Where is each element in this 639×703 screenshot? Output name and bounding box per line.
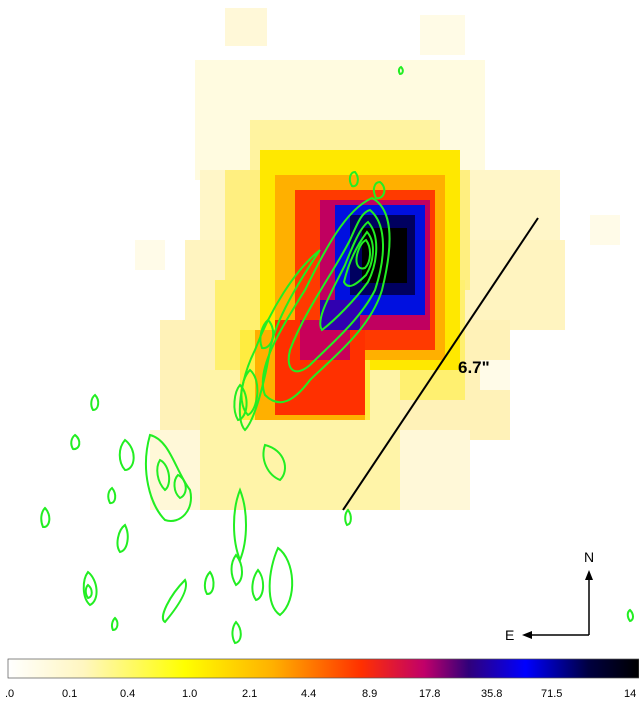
colorbar-label: 71.5 — [541, 688, 562, 700]
scale-bar-label: 6.7" — [458, 358, 490, 377]
compass: N E — [505, 549, 594, 643]
colorbar-label: 0.1 — [62, 688, 77, 700]
scale-bar-line — [342, 217, 539, 511]
colorbar-labels: .0 0.1 0.4 1.0 2.1 4.4 8.9 17.8 35.8 71.… — [5, 688, 636, 700]
colorbar-label: 17.8 — [419, 688, 440, 700]
colorbar-label: 0.4 — [120, 688, 135, 700]
compass-east-label: E — [505, 627, 514, 643]
colorbar-label: 4.4 — [301, 688, 316, 700]
emission-heatmap — [135, 8, 620, 510]
compass-north-label: N — [584, 549, 594, 565]
colorbar-label: .0 — [5, 688, 14, 700]
colorbar-label: 1.0 — [182, 688, 197, 700]
colorbar-label: 2.1 — [242, 688, 257, 700]
colorbar-label: 8.9 — [362, 688, 377, 700]
colorbar-label: 35.8 — [481, 688, 502, 700]
radio-contours — [40, 65, 634, 645]
colorbar-label: 14 — [624, 688, 636, 700]
colorbar — [7, 658, 639, 679]
